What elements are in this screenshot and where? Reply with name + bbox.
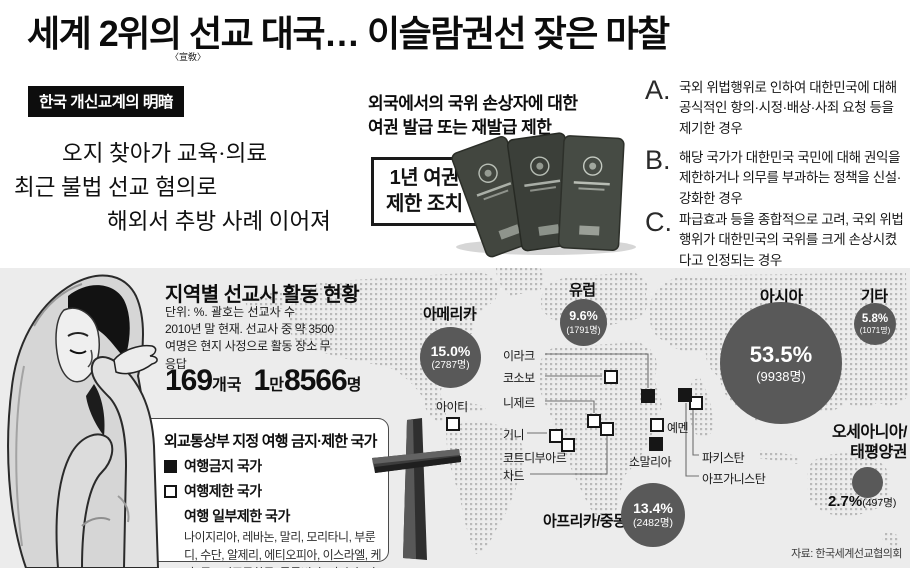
section-tag: 한국 개신교계의 明暗 bbox=[28, 86, 184, 117]
quote-line-1: 오지 찾아가 교육·의료 bbox=[62, 141, 268, 166]
marker-connector-lines bbox=[527, 353, 699, 477]
case-letter-a: A. bbox=[645, 75, 671, 105]
marker-label-yemen: 예멘 bbox=[667, 421, 689, 435]
passport-restriction-title: 외국에서의 국위 손상자에 대한 여권 발급 또는 재발급 제한 bbox=[368, 92, 578, 140]
travel-restriction-box: 외교통상부 지정 여행 금지·제한 국가 여행금지 국가 여행제한 국가 여행 … bbox=[133, 418, 389, 568]
oceania-count: (497명) bbox=[862, 497, 897, 509]
partial-restrict-countries: 나이지리아, 레바논, 말리, 모리타니, 부룬디, 수단, 알제리, 에티오피… bbox=[184, 530, 381, 568]
region-bubble-etc: 5.8% (1071명) bbox=[854, 303, 896, 345]
infographic-unit-note: 단위: %. 괄호는 선교사 수 bbox=[165, 305, 296, 319]
quote-line-3: 해외서 추방 사례 이어져 bbox=[107, 209, 331, 234]
stamp-line1: 1년 여권 bbox=[389, 167, 460, 189]
infographic-title: 지역별 선교사 활동 현황 bbox=[165, 284, 360, 306]
legend-restrict-label: 여행제한 국가 bbox=[184, 483, 262, 499]
region-bubble-europe: 9.6% (1791명) bbox=[560, 299, 607, 346]
oceania-pct: 2.7% bbox=[828, 493, 863, 510]
marker-square-niger bbox=[587, 414, 601, 428]
africa-pct: 13.4% bbox=[633, 499, 673, 516]
oceania-label-line1: 오세아니아/ bbox=[831, 424, 908, 441]
region-label-asia: 아시아 bbox=[760, 289, 803, 306]
case-item-c: C. 파급효과 등을 종합적으로 고려, 국외 위법행위가 대한민국의 국위를 … bbox=[645, 207, 907, 271]
total-countries-unit: 개국 bbox=[212, 377, 242, 394]
passport-restriction-title-line1: 외국에서의 국위 손상자에 대한 bbox=[368, 94, 578, 113]
region-label-etc: 기타 bbox=[861, 288, 888, 305]
etc-pct: 5.8% bbox=[861, 312, 889, 325]
region-bubble-america: 15.0% (2787명) bbox=[420, 327, 481, 388]
total-people-unit: 명 bbox=[346, 377, 362, 394]
headline-hanja-note: 〈宣敎〉 bbox=[170, 52, 207, 62]
marker-square-yemen bbox=[650, 418, 664, 432]
region-bubble-africa-mideast: 13.4% (2482명) bbox=[621, 483, 685, 547]
case-text-b: 해당 국가가 대한민국 국민에 대해 권익을 제한하거나 의무를 부과하는 정책… bbox=[679, 150, 901, 206]
marker-label-cote-divoire: 코트디부아르 bbox=[503, 451, 567, 465]
marker-square-iraq bbox=[641, 389, 655, 403]
etc-count: (1071명) bbox=[859, 326, 891, 336]
marker-label-somalia: 소말리아 bbox=[629, 455, 672, 469]
case-item-a: A. 국외 위법행위로 인하여 대한민국에 대해 공식적인 항의·시정·배상·사… bbox=[645, 75, 907, 139]
source-credit: 자료: 한국세계선교협의회 bbox=[791, 548, 902, 560]
marker-label-afghanistan: 아프가니스탄 bbox=[702, 472, 766, 486]
infographic-survey-note: 2010년 말 현재. 선교사 중 약 3500여명은 현지 사정으로 활동 장… bbox=[165, 322, 334, 371]
asia-count: (9938명) bbox=[756, 368, 806, 384]
marker-label-niger: 니제르 bbox=[503, 396, 535, 410]
region-bubble-asia: 53.5% (9938명) bbox=[720, 302, 842, 424]
total-people-num: 8566 bbox=[283, 364, 348, 397]
marker-square-chad bbox=[600, 422, 614, 436]
marker-label-iraq: 이라크 bbox=[503, 349, 535, 363]
region-label-africa-mideast: 아프리카/중동 bbox=[543, 513, 627, 530]
region-label-america: 아메리카 bbox=[423, 306, 477, 323]
case-letter-b: B. bbox=[645, 145, 671, 175]
passport-restriction-title-line2: 여권 발급 또는 재발급 제한 bbox=[368, 117, 552, 137]
marker-square-cote-divoire bbox=[561, 438, 575, 452]
praying-woman-illustration bbox=[7, 274, 160, 568]
page-title: 세계 2위의 선교 대국… 이슬람권선 잦은 마찰 bbox=[27, 13, 670, 54]
region-bubble-oceania bbox=[852, 467, 883, 498]
region-label-europe: 유럽 bbox=[569, 282, 596, 299]
marker-label-pakistan: 파키스탄 bbox=[702, 451, 745, 465]
case-text-a: 국외 위법행위로 인하여 대한민국에 대해 공식적인 항의·시정·배상·사죄 요… bbox=[679, 80, 897, 136]
africa-count: (2482명) bbox=[632, 517, 673, 530]
oceania-label-line2: 태평양권 bbox=[850, 444, 907, 461]
passports-illustration bbox=[451, 132, 636, 258]
america-count: (2787명) bbox=[431, 360, 470, 371]
oceania-stat: 2.7%(497명) bbox=[828, 493, 896, 511]
passport-3 bbox=[557, 135, 625, 251]
total-people-man: 만 bbox=[269, 377, 284, 394]
marker-square-guinea bbox=[549, 429, 563, 443]
marker-square-kosovo bbox=[604, 370, 618, 384]
infographic-totals: 169개국 1만8566명 bbox=[165, 364, 361, 398]
ban-square-icon bbox=[164, 459, 177, 473]
stamp-line2: 제한 조치 bbox=[386, 193, 463, 215]
europe-count: (1791명) bbox=[566, 324, 601, 335]
cross-illustration bbox=[372, 418, 461, 560]
case-text-c: 파급효과 등을 종합적으로 고려, 국외 위법행위가 대한민국의 국위를 크게 … bbox=[679, 212, 904, 268]
europe-pct: 9.6% bbox=[569, 309, 598, 324]
total-people-prefix: 1 bbox=[253, 364, 271, 397]
america-pct: 15.0% bbox=[430, 342, 471, 359]
quote-line-2: 최근 불법 선교 혐의로 bbox=[14, 175, 218, 200]
partial-restrict-title: 여행 일부제한 국가 bbox=[184, 508, 290, 524]
case-letter-c: C. bbox=[645, 207, 672, 237]
legend-row-restrict: 여행제한 국가 bbox=[164, 481, 378, 501]
legend-row-ban: 여행금지 국가 bbox=[164, 456, 378, 476]
travel-box-title: 외교통상부 지정 여행 금지·제한 국가 bbox=[164, 433, 377, 450]
marker-label-chad: 차드 bbox=[503, 469, 525, 483]
marker-label-haiti: 아이티 bbox=[436, 400, 468, 414]
marker-square-somalia bbox=[649, 437, 663, 451]
marker-square-pakistan bbox=[689, 396, 703, 410]
legend-ban-label: 여행금지 국가 bbox=[184, 458, 262, 474]
marker-label-guinea: 기니 bbox=[503, 428, 525, 442]
marker-square-afghanistan bbox=[678, 388, 692, 402]
total-countries: 169 bbox=[165, 364, 213, 397]
marker-label-kosovo: 코소보 bbox=[503, 371, 535, 385]
restrict-square-icon bbox=[164, 484, 177, 498]
marker-square-haiti bbox=[446, 417, 460, 431]
asia-pct: 53.5% bbox=[749, 342, 813, 368]
region-label-oceania: 오세아니아/ 태평양권 bbox=[795, 423, 908, 463]
case-item-b: B. 해당 국가가 대한민국 국민에 대해 권익을 제한하거나 의무를 부과하는… bbox=[645, 145, 907, 209]
